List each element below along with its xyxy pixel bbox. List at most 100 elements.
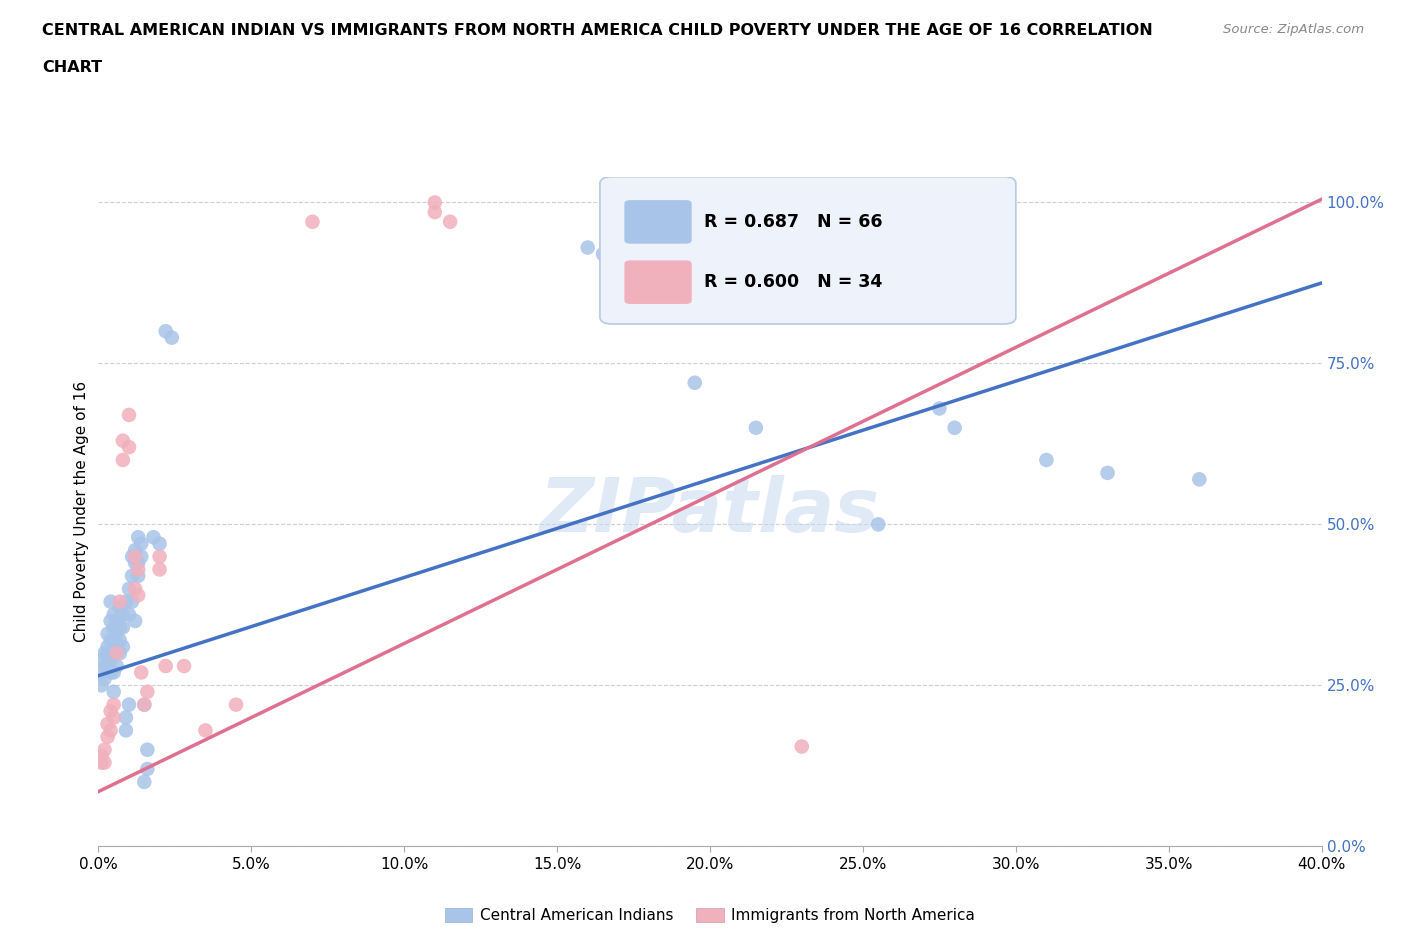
Point [103,684,125,699]
Legend: Central American Indians, Immigrants from North America: Central American Indians, Immigrants fro… [439,902,981,929]
Point [108,632,131,647]
Point [136,684,159,699]
Point [745,420,768,435]
Point [149,549,172,564]
Point [100,652,122,667]
Point [118,698,141,712]
Point [111,639,134,654]
Point [108,620,131,635]
Point [111,620,134,635]
Point [103,620,125,635]
Point [105,645,128,660]
Point [127,562,149,577]
Point [592,246,614,261]
Point [108,601,131,616]
Point [124,543,146,558]
Point [103,665,125,680]
Point [90,749,112,764]
Point [124,581,146,596]
Point [90,755,112,770]
Point [108,594,131,609]
Point [943,420,966,435]
Point [149,562,172,577]
Point [93,645,115,660]
Point [90,665,112,680]
Point [149,537,172,551]
Point [100,665,122,680]
Point [155,324,177,339]
Text: ZIPatlas: ZIPatlas [540,475,880,548]
Text: CENTRAL AMERICAN INDIAN VS IMMIGRANTS FROM NORTH AMERICA CHILD POVERTY UNDER THE: CENTRAL AMERICAN INDIAN VS IMMIGRANTS FR… [42,23,1153,38]
Point [105,658,128,673]
Point [118,407,141,422]
Point [111,453,134,468]
Point [127,555,149,570]
Point [93,742,115,757]
Point [100,704,122,719]
Point [121,568,143,583]
Point [93,755,115,770]
Text: R = 0.687   N = 66: R = 0.687 N = 66 [704,213,883,231]
Point [90,652,112,667]
Point [121,594,143,609]
Point [225,698,247,712]
Point [423,205,446,219]
Y-axis label: Child Poverty Under the Age of 16: Child Poverty Under the Age of 16 [75,381,89,642]
Point [118,607,141,622]
Point [134,698,156,712]
Text: Source: ZipAtlas.com: Source: ZipAtlas.com [1223,23,1364,36]
Point [134,698,156,712]
Point [105,627,128,642]
Point [790,739,813,754]
Point [103,698,125,712]
FancyBboxPatch shape [624,200,692,244]
Point [1188,472,1211,486]
Point [136,742,159,757]
Point [103,607,125,622]
Point [111,607,134,622]
Point [124,555,146,570]
Point [155,658,177,673]
Point [1097,465,1119,480]
Point [576,240,599,255]
Point [97,639,120,654]
Point [93,671,115,686]
Point [127,588,149,603]
Point [124,614,146,629]
Point [103,711,125,725]
Point [90,678,112,693]
Point [127,530,149,545]
Point [868,517,890,532]
Point [173,658,195,673]
Point [97,627,120,642]
Point [103,645,125,660]
Text: CHART: CHART [42,60,103,75]
Point [142,530,165,545]
Point [115,723,138,737]
Point [683,376,706,391]
Point [1035,453,1057,468]
Point [124,549,146,564]
FancyBboxPatch shape [624,260,692,304]
FancyBboxPatch shape [600,177,1015,324]
Point [118,440,141,455]
Point [100,614,122,629]
Point [301,214,323,229]
Point [108,645,131,660]
Point [100,632,122,647]
Point [97,729,120,744]
Point [100,723,122,737]
Point [100,594,122,609]
Point [127,568,149,583]
Point [129,665,152,680]
Point [115,594,138,609]
Text: R = 0.600   N = 34: R = 0.600 N = 34 [704,272,883,291]
Point [439,214,461,229]
Point [194,723,217,737]
Point [928,401,950,416]
Point [97,658,120,673]
Point [129,549,152,564]
Point [134,775,156,790]
Point [115,711,138,725]
Point [423,195,446,210]
